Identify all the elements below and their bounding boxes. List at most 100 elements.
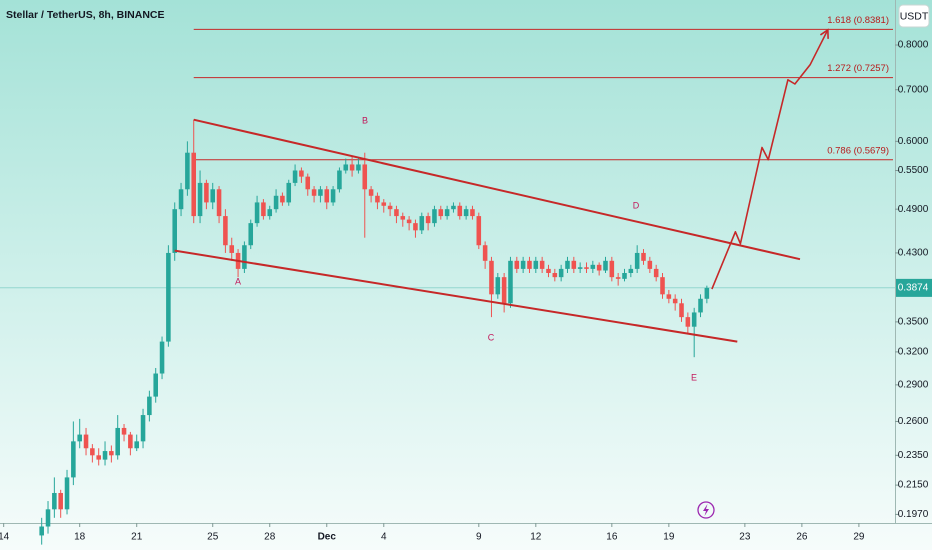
candle-body: [115, 427, 120, 456]
candle-body: [191, 152, 197, 217]
x-tick-label: 18: [74, 532, 86, 543]
candle-body: [666, 294, 672, 299]
candle-body: [590, 264, 596, 269]
x-tick-label: 26: [796, 532, 808, 543]
y-tick-label: 0.2150: [898, 480, 929, 491]
candle-body: [128, 434, 133, 449]
y-tick-label: 0.2600: [898, 416, 929, 427]
currency-button[interactable]: [898, 4, 930, 28]
candle-body: [102, 451, 108, 460]
candle-body: [691, 312, 697, 327]
y-tick-label: 0.7000: [898, 84, 929, 95]
candle-body: [495, 277, 501, 295]
candle-body: [400, 216, 406, 220]
candle-body: [406, 219, 412, 224]
wave-label: A: [235, 276, 241, 286]
candle-body: [96, 455, 101, 460]
candle-body: [178, 189, 184, 210]
candle-body: [261, 202, 266, 217]
candle-body: [508, 260, 513, 304]
candle-body: [533, 260, 539, 269]
currency-label[interactable]: USDT: [900, 10, 929, 22]
candle-body: [577, 267, 583, 269]
candle-body: [394, 209, 399, 217]
candle-body: [172, 209, 177, 253]
candle-body: [641, 252, 646, 261]
candle-body: [413, 223, 418, 231]
candle-body: [280, 195, 285, 203]
icon-bolt[interactable]: [703, 504, 709, 516]
candle-body: [311, 189, 317, 196]
candle-body: [457, 205, 463, 217]
candle-body: [463, 209, 469, 217]
candle-body: [109, 451, 114, 456]
last-price-tag: [896, 278, 932, 297]
y-tick-label: 0.3500: [898, 317, 929, 328]
candle-body: [273, 195, 279, 210]
candle-body: [520, 260, 526, 269]
lightning-icon[interactable]: [697, 501, 715, 519]
candle-body: [216, 189, 222, 217]
wave-label: D: [633, 200, 640, 210]
candle-body: [229, 245, 235, 253]
chart-title: Stellar / TetherUS, 8h, BINANCE: [6, 9, 165, 21]
candle-body: [660, 277, 665, 295]
candle-body: [685, 317, 691, 327]
candle-body: [653, 268, 659, 278]
candle-body: [634, 252, 640, 269]
x-tick-label: 23: [739, 532, 751, 543]
candle-body: [381, 202, 387, 206]
last-price-label: 0.3874: [898, 283, 929, 294]
candle-body: [615, 277, 621, 279]
candle-body: [546, 268, 551, 273]
candle-body: [242, 245, 247, 269]
candle-body: [603, 260, 608, 271]
x-tick-label: Dec: [318, 532, 337, 543]
candle-body: [552, 272, 558, 278]
candle-body: [470, 209, 475, 217]
x-tick-label: 12: [530, 532, 542, 543]
candle-body: [375, 195, 380, 203]
projection-path: [711, 29, 829, 290]
candle-body: [362, 164, 368, 190]
candle-body: [558, 268, 564, 278]
y-tick-label: 0.4300: [898, 248, 929, 259]
candle-body: [223, 216, 228, 246]
candle-body: [539, 260, 545, 269]
x-tick-label: 21: [131, 532, 143, 543]
candle-body: [185, 152, 190, 190]
candle-body: [121, 427, 127, 435]
y-tick-label: 0.5500: [898, 165, 929, 176]
candle-body: [451, 205, 456, 210]
candle-body: [622, 272, 627, 279]
candle-body: [39, 526, 44, 536]
fib-level-label: 1.272 (0.7257): [827, 63, 889, 74]
y-tick-label: 0.8000: [898, 40, 929, 51]
candle-body: [305, 176, 311, 190]
candle-body: [134, 441, 139, 449]
candle-body: [197, 182, 203, 217]
candle-body: [425, 216, 431, 224]
y-tick-label: 0.3200: [898, 347, 929, 358]
icon-circle[interactable]: [697, 501, 715, 519]
wave-label: C: [488, 332, 495, 342]
candle-body: [672, 298, 678, 304]
x-tick-label: 19: [663, 532, 675, 543]
candle-body: [571, 260, 577, 269]
candle-body: [58, 492, 63, 510]
candle-body: [349, 164, 355, 171]
candle-body: [90, 448, 95, 456]
projection-arrowhead: [819, 28, 829, 39]
x-tick-label: 29: [853, 532, 865, 543]
candle-body: [45, 509, 51, 527]
y-tick-label: 0.4900: [898, 204, 929, 215]
candle-body: [343, 164, 349, 171]
candle-body: [166, 252, 171, 342]
candle-body: [71, 441, 76, 478]
plot-area: 1.618 (0.8381) 1.272 (0.7257) 0.786 (0.567…: [0, 15, 895, 545]
x-tick-label: 14: [0, 532, 10, 543]
candle-body: [419, 216, 425, 231]
x-tick-label: 16: [606, 532, 618, 543]
candle-body: [159, 341, 165, 374]
